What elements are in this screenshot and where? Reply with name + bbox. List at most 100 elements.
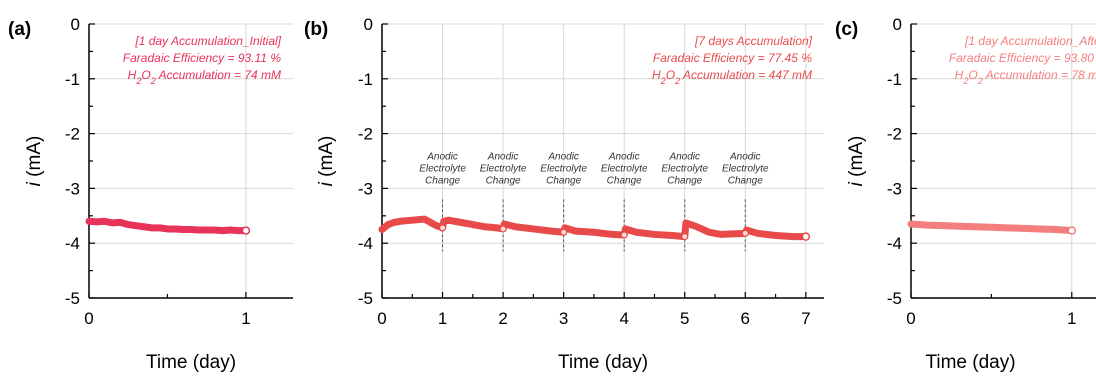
event-label: Electrolyte <box>419 163 466 174</box>
data-point <box>165 227 169 231</box>
data-point <box>989 225 993 229</box>
subscript: 2 <box>674 76 680 86</box>
annotation: [1 day Accumulation_Initial] <box>134 34 281 48</box>
x-tick-label: 1 <box>241 309 250 328</box>
data-point <box>392 220 396 224</box>
annotation-text: Accumulation = 447 mM <box>680 68 812 82</box>
y-axis-title: i (mA) <box>846 136 867 187</box>
data-point <box>181 228 185 231</box>
annotation-text: O <box>968 68 977 82</box>
end-marker <box>241 226 251 235</box>
data-point <box>447 218 451 222</box>
data-point <box>755 231 759 235</box>
data-point <box>592 230 596 234</box>
annotation-text: H <box>128 68 137 82</box>
annotation-text: O <box>141 68 150 82</box>
data-point <box>173 227 177 231</box>
data-point <box>471 223 475 227</box>
data-point <box>973 225 977 229</box>
data-point <box>495 226 499 230</box>
data-point <box>434 224 438 228</box>
y-tick-label: -1 <box>887 70 902 89</box>
data-point <box>87 219 91 223</box>
data-point <box>220 229 224 233</box>
panel-label: (c) <box>835 19 858 40</box>
event-label: Electrolyte <box>480 163 527 174</box>
y-tick-label: -2 <box>358 125 373 144</box>
data-point <box>550 229 554 233</box>
data-point <box>792 235 796 239</box>
data-point <box>719 232 723 236</box>
y-tick-label: -5 <box>887 289 902 308</box>
x-tick-label: 0 <box>906 309 915 328</box>
data-point <box>103 219 107 223</box>
y-axis-title: i (mA) <box>24 136 45 187</box>
data-point <box>563 226 567 230</box>
data-point <box>671 234 675 238</box>
x-tick-label: 1 <box>438 309 447 328</box>
event-label: Anodic <box>487 151 519 162</box>
segment-end-marker <box>620 231 628 239</box>
data-point <box>695 225 699 229</box>
data-point <box>731 232 735 236</box>
data-point <box>957 224 961 228</box>
x-tick-label: 0 <box>377 309 386 328</box>
data-point <box>111 221 115 225</box>
y-tick-label: -5 <box>358 289 373 308</box>
data-point <box>398 219 402 223</box>
data-point <box>634 230 638 234</box>
data-point <box>228 228 232 232</box>
annotation: [1 day Accumulation_After] <box>964 34 1096 48</box>
data-point <box>150 226 154 230</box>
y-tick-label: -1 <box>65 70 80 89</box>
data-point <box>513 225 517 229</box>
y-axis-symbol: i <box>846 181 867 186</box>
y-tick-label: 0 <box>893 15 902 34</box>
data-point <box>483 225 487 229</box>
data-point <box>142 225 146 229</box>
data-point <box>684 221 688 225</box>
y-axis-unit: (mA) <box>846 136 867 182</box>
data-point <box>909 222 913 226</box>
data-point <box>134 224 138 228</box>
annotation: Faradaic Efficiency = 77.45 % <box>653 51 812 65</box>
data-point <box>459 220 463 224</box>
event-label: Change <box>728 175 763 186</box>
panel-label: (a) <box>8 19 31 40</box>
annotation-text: H <box>652 68 661 82</box>
data-point <box>236 229 240 233</box>
event-label: Anodic <box>729 151 761 162</box>
data-point <box>707 230 711 234</box>
x-tick-label: 6 <box>741 309 750 328</box>
x-tick-label: 4 <box>619 309 628 328</box>
data-point <box>213 228 217 232</box>
panel-label: (b) <box>304 19 328 40</box>
y-tick-label: -3 <box>358 179 373 198</box>
data-point <box>410 218 414 222</box>
subscript: 2 <box>135 76 141 86</box>
y-tick-label: -3 <box>65 179 80 198</box>
data-point <box>502 222 506 226</box>
x-tick-label: 7 <box>801 309 810 328</box>
data-point <box>95 220 99 224</box>
subscript: 2 <box>977 76 983 86</box>
annotation-text: H <box>955 68 964 82</box>
data-point <box>1054 228 1058 231</box>
y-tick-label: -4 <box>358 234 373 253</box>
data-point <box>386 223 390 227</box>
subscript: 2 <box>150 76 156 86</box>
event-label: Anodic <box>426 151 458 162</box>
subscript: 2 <box>962 76 968 86</box>
annotation: Faradaic Efficiency = 93.80 % <box>949 51 1096 65</box>
y-tick-label: -4 <box>887 234 902 253</box>
data-point <box>941 224 945 228</box>
x-tick-label: 1 <box>1067 309 1076 328</box>
y-tick-label: -1 <box>358 70 373 89</box>
x-tick-label: 0 <box>84 309 93 328</box>
data-point <box>574 229 578 233</box>
event-label: Change <box>667 175 702 186</box>
data-point <box>442 219 446 223</box>
y-tick-label: -2 <box>887 125 902 144</box>
